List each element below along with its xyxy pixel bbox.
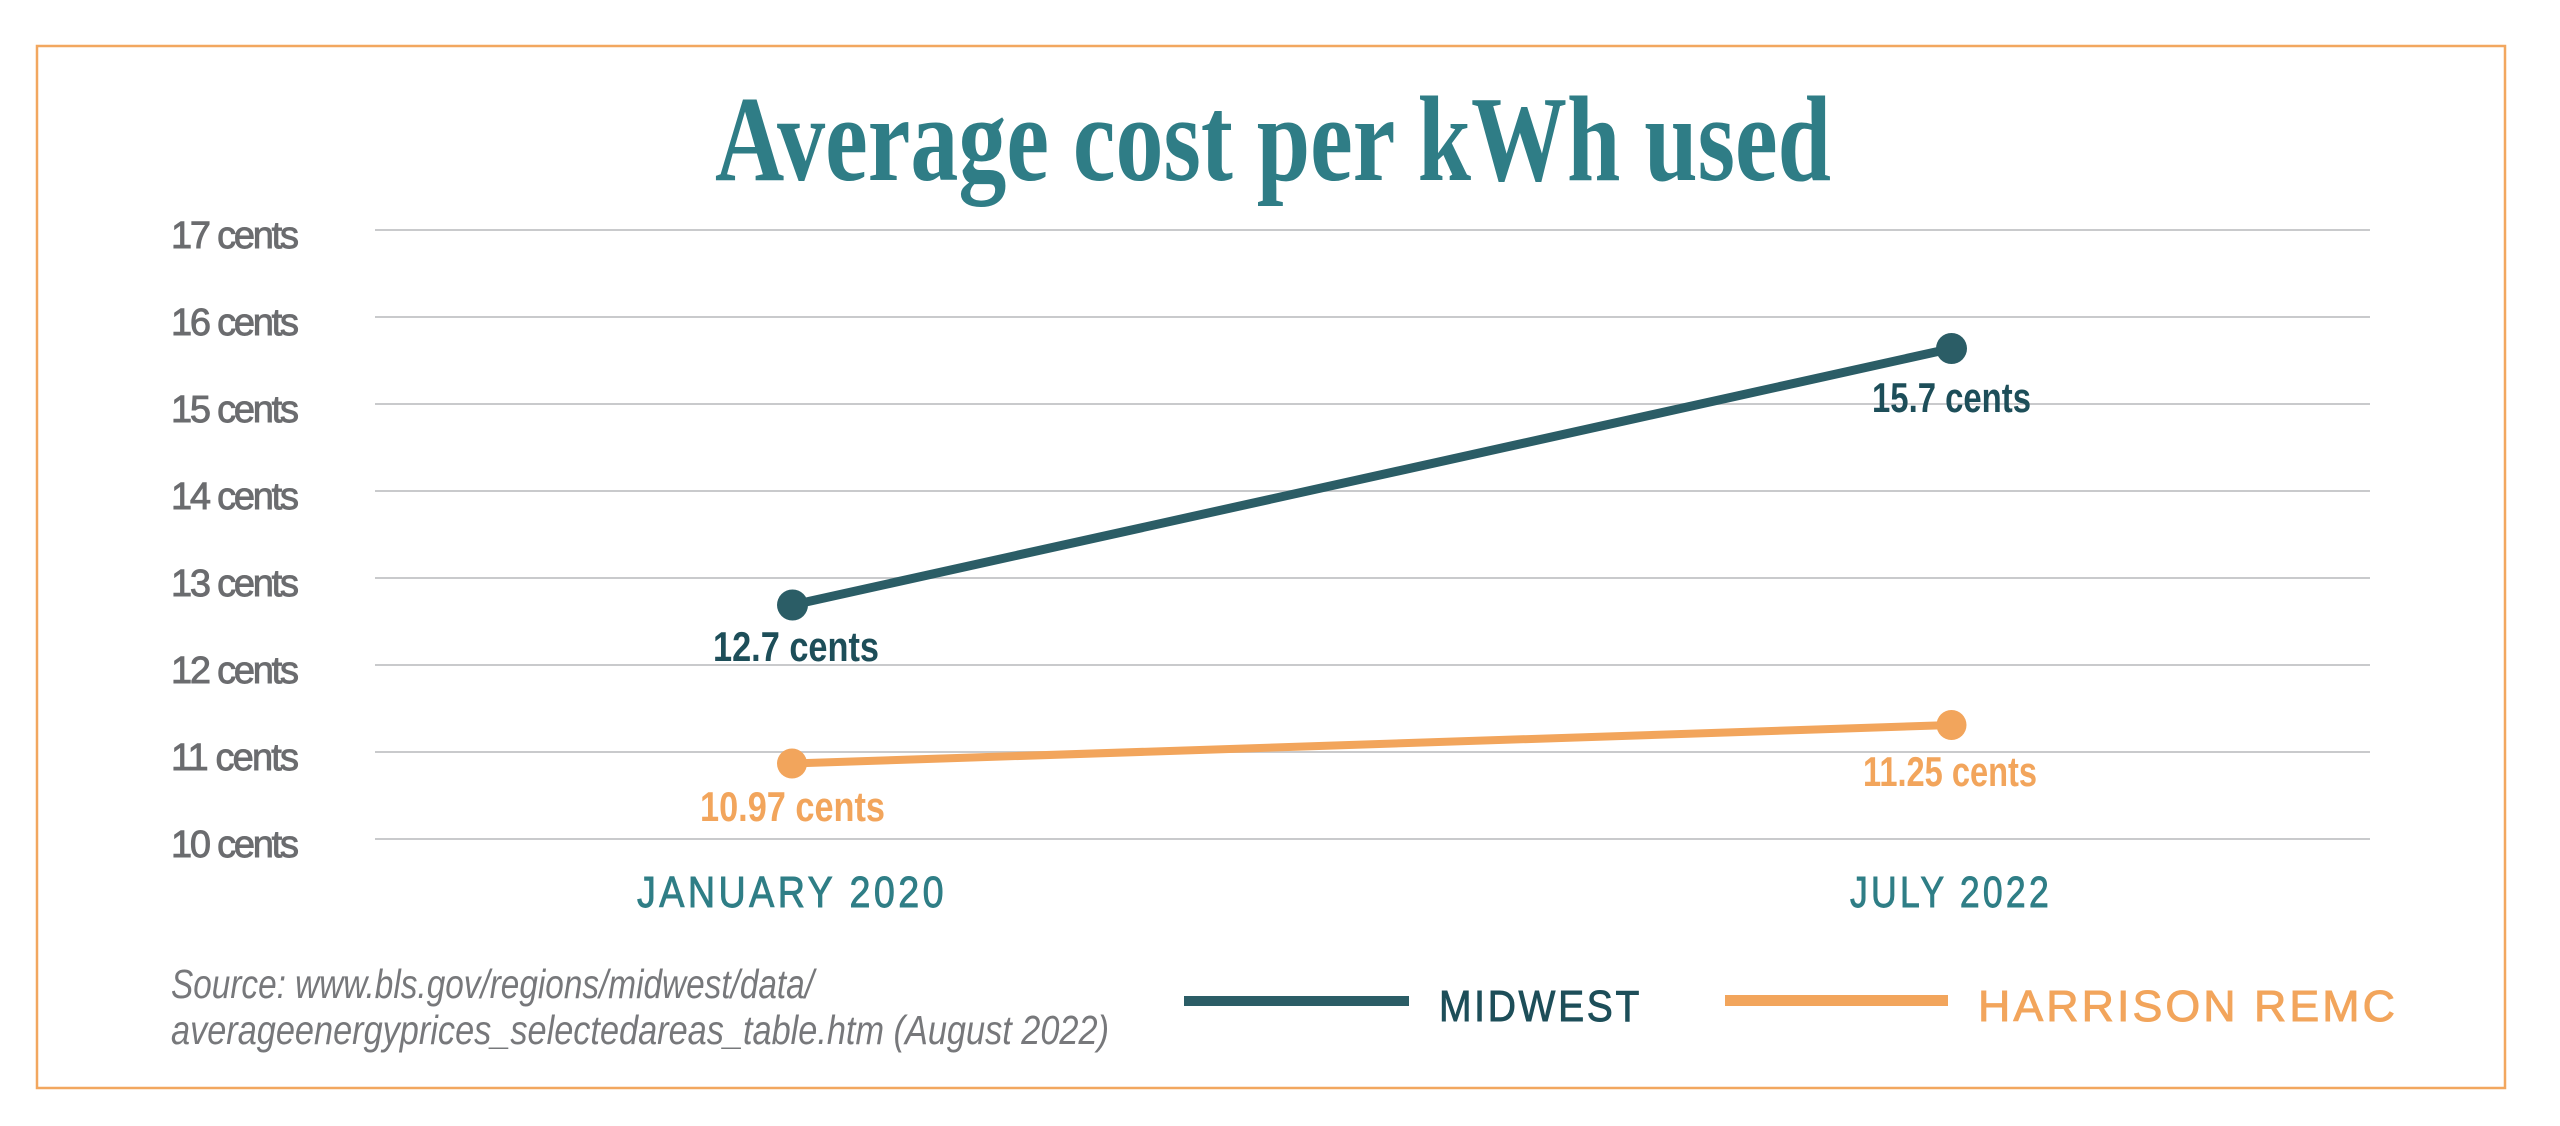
svg-text:16 cents: 16 cents [171,302,299,344]
svg-text:14 cents: 14 cents [171,476,299,518]
svg-text:JANUARY 2020: JANUARY 2020 [637,868,947,917]
svg-text:JULY 2022: JULY 2022 [1850,868,2052,917]
svg-text:15.7 cents: 15.7 cents [1872,374,2031,421]
svg-text:17 cents: 17 cents [171,215,299,257]
svg-text:10 cents: 10 cents [171,824,299,866]
svg-text:11 cents: 11 cents [171,737,299,779]
svg-text:averageenergyprices_selectedar: averageenergyprices_selectedareas_table.… [171,1007,1109,1053]
svg-text:10.97 cents: 10.97 cents [700,783,885,830]
svg-text:12.7 cents: 12.7 cents [713,623,879,670]
svg-text:Average cost per kWh used: Average cost per kWh used [715,72,1831,207]
svg-text:HARRISON REMC: HARRISON REMC [1978,982,2398,1031]
svg-text:13 cents: 13 cents [171,563,299,605]
svg-text:15 cents: 15 cents [171,389,299,431]
svg-text:12 cents: 12 cents [171,650,299,692]
svg-text:11.25 cents: 11.25 cents [1863,748,2037,795]
svg-text:Source: www.bls.gov/regions/mi: Source: www.bls.gov/regions/midwest/data… [171,961,817,1007]
svg-text:MIDWEST: MIDWEST [1439,982,1642,1031]
